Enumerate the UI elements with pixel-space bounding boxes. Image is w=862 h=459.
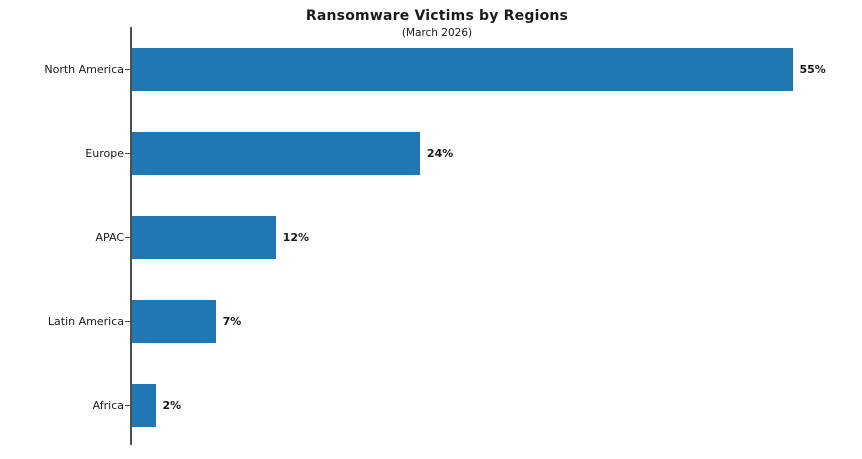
category-label-africa: Africa xyxy=(92,399,124,412)
value-label-apac: 12% xyxy=(282,231,310,244)
y-axis-tick xyxy=(125,404,130,407)
y-axis-tick xyxy=(125,236,130,239)
bar-north-america xyxy=(131,48,793,91)
category-label-apac: APAC xyxy=(95,231,124,244)
category-label-north-america: North America xyxy=(44,63,124,76)
category-label-europe: Europe xyxy=(85,147,124,160)
y-axis-tick xyxy=(125,152,130,155)
value-label-europe: 24% xyxy=(426,147,454,160)
value-label-north-america: 55% xyxy=(799,63,826,76)
y-axis-tick xyxy=(125,320,130,323)
bar-europe xyxy=(131,132,420,175)
bar-apac xyxy=(131,216,276,259)
value-label-africa: 2% xyxy=(162,399,182,412)
category-label-latin-america: Latin America xyxy=(47,315,124,328)
chart-title: Ransomware Victims by Regions xyxy=(305,8,569,24)
bar-africa xyxy=(131,384,156,427)
y-axis-tick xyxy=(125,68,130,71)
chart-subtitle: (March 2026) xyxy=(401,27,473,39)
y-axis-line xyxy=(130,27,132,445)
value-label-latin-america: 7% xyxy=(222,315,242,328)
bar-latin-america xyxy=(131,300,216,343)
